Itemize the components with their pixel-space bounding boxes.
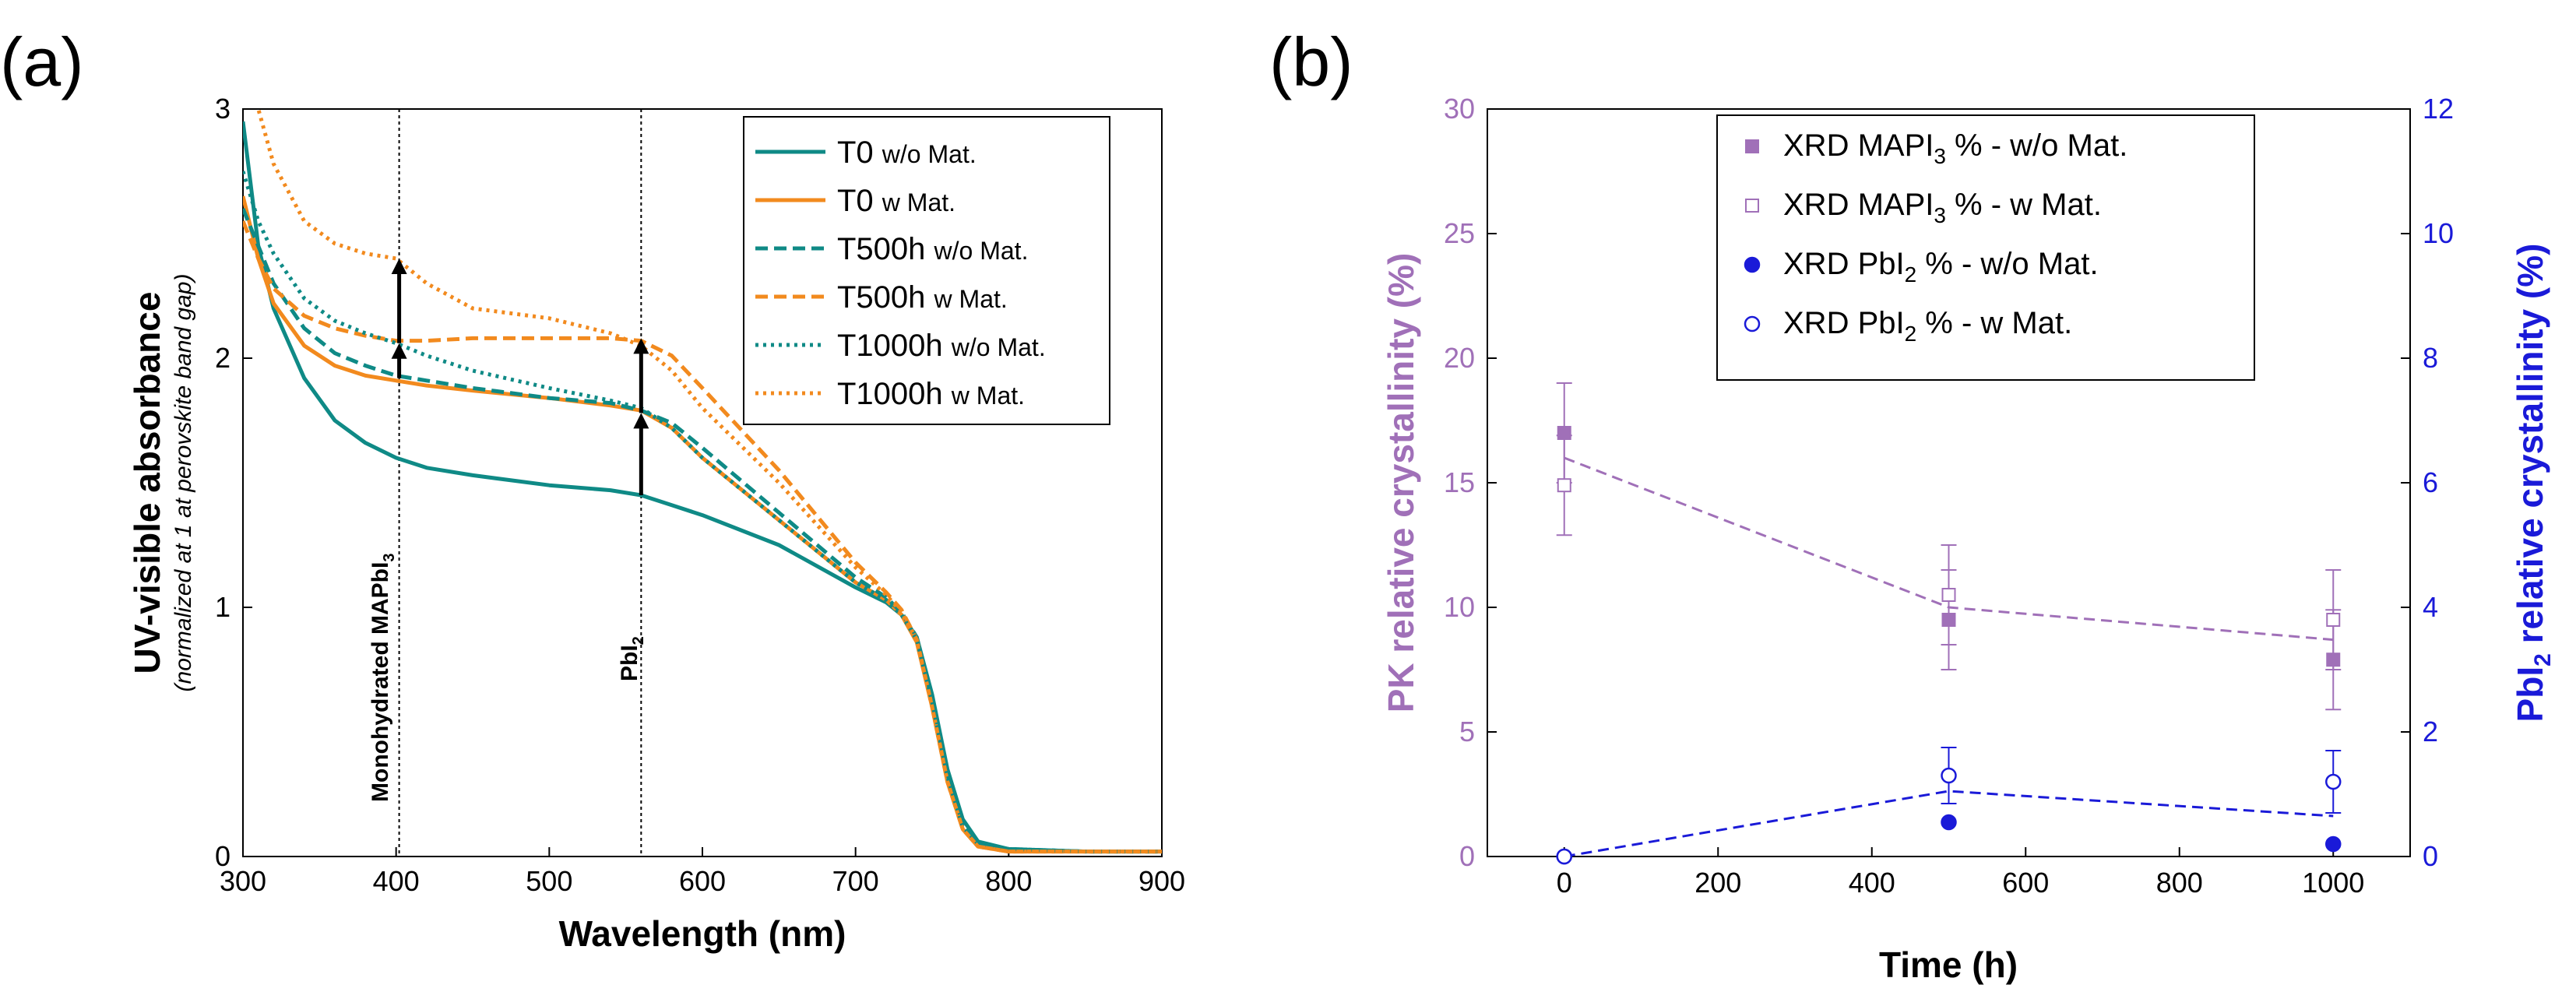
b-legend-marker-1 (1745, 199, 1759, 213)
a-arrow-head-3 (633, 338, 649, 354)
annotation-monohydrated: Monohydrated MAPbI3 (368, 554, 398, 802)
b-point-3-1 (1941, 767, 1957, 784)
b-legend-label-0: XRD MAPI3 % - w/o Mat. (1783, 128, 2127, 168)
a-xtick-label: 800 (985, 865, 1032, 897)
b-point-1-0 (1557, 478, 1571, 493)
a-ytick-label: 3 (215, 93, 231, 125)
b-legend-label-1: XRD MAPI3 % - w Mat. (1783, 188, 2102, 227)
b-ytick-left-label: 30 (1444, 93, 1475, 125)
b-point-3-0 (1556, 848, 1572, 865)
b-xtick-label: 800 (2156, 867, 2203, 899)
panel-b-ylabel-left: PK relative crystallinity (%) (1381, 253, 1421, 713)
a-ytick-label: 1 (215, 591, 231, 623)
a-arrow-head-0 (391, 343, 407, 359)
a-xtick-label: 300 (220, 865, 266, 897)
panel-a-label: (a) (0, 23, 84, 100)
b-point-1-2 (2326, 613, 2341, 627)
b-point-2-2 (2325, 835, 2342, 853)
a-series-line-5 (256, 109, 1162, 854)
panel-a-legend: T0 w/o Mat. T0 w Mat. T500h w/o Mat. T500h … (743, 116, 1110, 425)
annotation-pbi2: PbI2 (617, 636, 647, 681)
panel-b-legend: XRD MAPI3 % - w/o Mat. XRD MAPI3 % - w Ma… (1716, 114, 2255, 381)
b-ytick-right-label: 0 (2423, 840, 2438, 872)
b-legend-marker-0 (1745, 139, 1759, 153)
a-xtick-label: 600 (679, 865, 726, 897)
b-ytick-right-label: 6 (2423, 466, 2438, 498)
a-legend-label-2: T500h w/o Mat. (837, 232, 1028, 266)
a-ytick-label: 0 (215, 840, 231, 872)
b-xtick-label: 0 (1557, 867, 1572, 899)
panel-b-ylabel-right: PbI2 relative crystallinity (%) (2510, 244, 2556, 723)
a-legend-label-4: T1000h w/o Mat. (837, 329, 1046, 363)
b-xtick-label: 1000 (2302, 867, 2364, 899)
panel-a-xlabel: Wavelength (nm) (559, 913, 846, 954)
panel-a-ylabel: UV-visible absorbance (127, 292, 167, 674)
b-xtick-label: 400 (1849, 867, 1895, 899)
b-ytick-right-label: 8 (2423, 342, 2438, 374)
b-legend-marker-3 (1744, 315, 1761, 332)
b-point-2-1 (1941, 814, 1957, 831)
a-legend-label-3: T500h w Mat. (837, 280, 1008, 315)
panel-b: (b) 0 200 400 600 800 1000 0 5 10 15 20 25 30 0 2 4 6 8 10… (1269, 23, 2556, 985)
b-ytick-right-label: 2 (2423, 716, 2438, 747)
b-ytick-right-label: 10 (2423, 217, 2454, 249)
panel-b-xlabel: Time (h) (1879, 944, 2018, 985)
b-xtick-label: 200 (1694, 867, 1741, 899)
a-arrow-head-2 (633, 413, 649, 429)
a-series-line-3 (243, 220, 1162, 854)
b-ytick-left-label: 20 (1444, 342, 1475, 374)
b-trend-right (1564, 790, 2334, 858)
a-legend-label-0: T0 w/o Mat. (837, 135, 977, 170)
a-legend-label-5: T1000h w Mat. (837, 377, 1025, 411)
b-legend-label-3: XRD PbI2 % - w Mat. (1783, 306, 2072, 346)
b-ytick-right-label: 4 (2423, 591, 2438, 623)
b-ytick-left-label: 10 (1444, 591, 1475, 623)
a-legend-label-1: T0 w Mat. (837, 184, 955, 218)
b-ytick-right-label: 12 (2423, 93, 2454, 125)
b-ytick-left-label: 15 (1444, 466, 1475, 498)
b-point-1-1 (1941, 588, 1956, 602)
a-xtick-label: 400 (373, 865, 420, 897)
b-ytick-left-label: 5 (1459, 716, 1475, 747)
legend-a-frame (743, 116, 1110, 425)
a-arrow-head-1 (391, 259, 407, 274)
b-legend-marker-2 (1744, 256, 1761, 273)
a-xtick-label: 700 (832, 865, 879, 897)
panel-a-ylabel-sub: (normalized at 1 at perovskite band gap) (171, 274, 196, 692)
panel-b-label: (b) (1269, 23, 1353, 100)
b-legend-label-2: XRD PbI2 % - w/o Mat. (1783, 247, 2099, 287)
b-point-3-2 (2325, 773, 2342, 790)
a-series-line-0 (243, 121, 1162, 854)
b-ytick-left-label: 25 (1444, 217, 1475, 249)
b-ytick-left-label: 0 (1459, 840, 1475, 872)
a-xtick-label: 500 (526, 865, 572, 897)
a-xtick-label: 900 (1138, 865, 1185, 897)
a-ytick-label: 2 (215, 342, 231, 374)
panel-a: (a) 300 400 500 600 700 800 900 0 1 2 3 Wavelength… (0, 23, 1185, 954)
b-xtick-label: 600 (2002, 867, 2049, 899)
legend-b-frame (1716, 114, 2255, 381)
